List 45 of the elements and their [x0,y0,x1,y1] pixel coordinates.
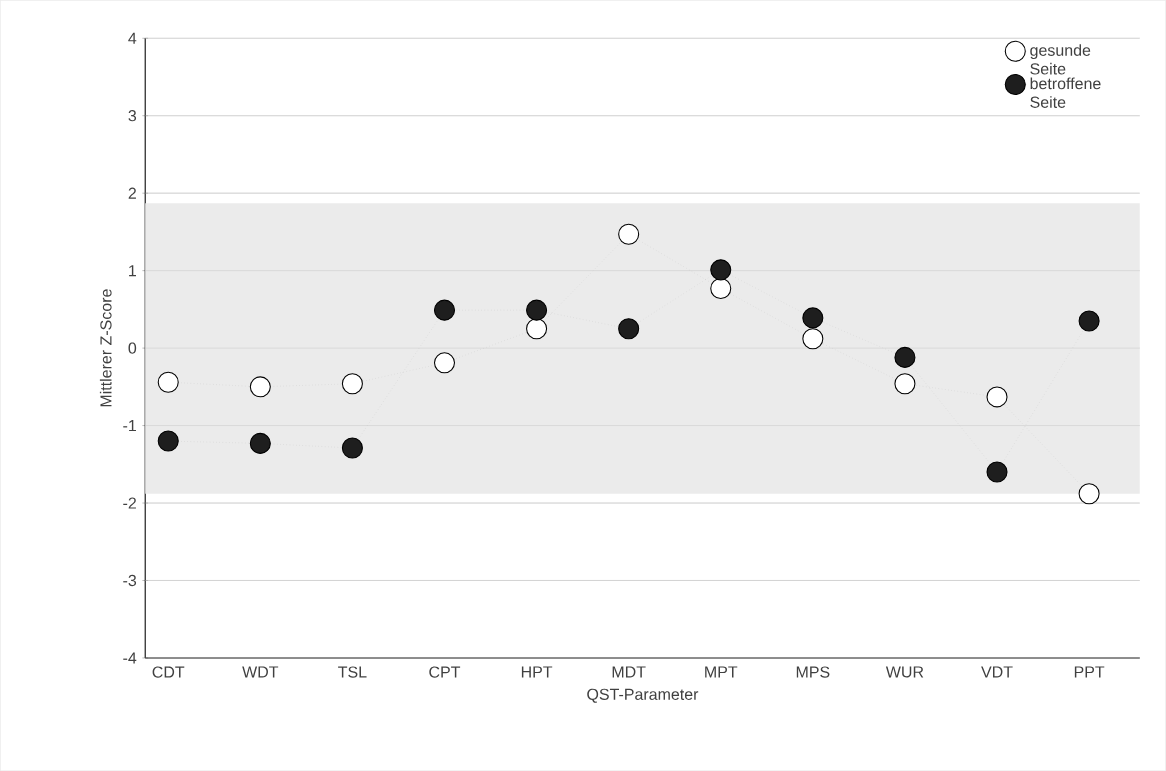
point [1078,310,1100,332]
point [710,277,732,299]
x-tick-label: CPT [429,666,461,678]
x-tick-label: MPT [705,666,738,678]
y-tick-label: 3 [128,109,137,122]
legend-label: betroffene Seite [1030,77,1101,108]
x-tick-label: MDT [612,666,646,678]
x-axis-title: QST-Parameter [587,688,699,703]
point [526,318,548,340]
point [341,437,363,459]
point [157,371,179,393]
x-tick-label: WUR [885,666,924,678]
point [894,346,916,368]
point [1078,483,1100,505]
point [618,223,640,245]
y-tick-label: -4 [123,652,137,664]
x-tick-label: TSL [338,666,367,678]
x-tick-label: WDT [242,666,279,678]
y-tick-label: 1 [129,265,136,277]
point [157,430,179,452]
point [249,376,271,398]
point [710,259,732,281]
y-tick-label: -1 [123,420,136,431]
point [341,373,363,395]
point [986,386,1008,408]
point [894,373,916,395]
x-tick-label: VDT [981,666,1013,678]
x-tick-label: PPT [1074,666,1105,678]
point [618,318,640,340]
point [986,461,1008,483]
point [433,352,456,374]
y-tick-label: 0 [128,342,137,354]
y-tick-label: -2 [123,497,136,509]
point [802,328,824,350]
point [249,432,271,454]
x-tick-label: CDT [152,666,185,678]
point [433,299,456,321]
point [802,307,824,329]
y-tick-label: 4 [128,32,137,44]
point [526,299,548,321]
x-tick-label: HPT [521,666,553,678]
y-tick-label: 2 [128,187,136,199]
y-tick-label: -3 [123,574,137,587]
y-axis-title: Mittlerer Z-Score [99,289,112,407]
x-tick-label: MPS [796,666,830,678]
